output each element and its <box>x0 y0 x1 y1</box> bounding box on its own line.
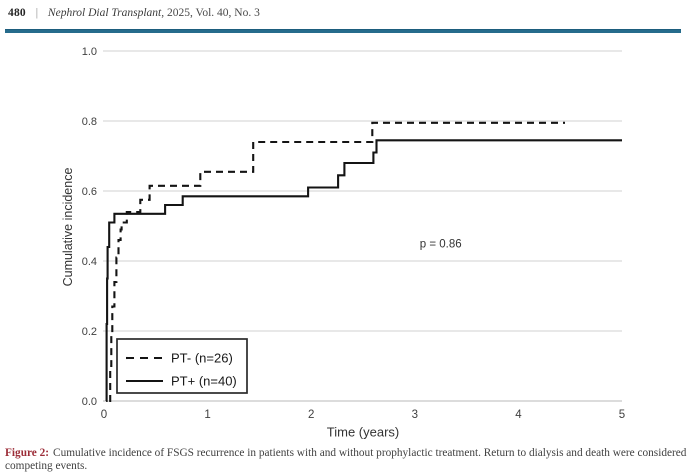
y-tick-label: 0.8 <box>82 116 97 128</box>
journal-header: 480 | Nephrol Dial Transplant, 2025, Vol… <box>8 7 260 19</box>
journal-issue: , 2025, Vol. 40, No. 3 <box>161 7 260 19</box>
y-tick-label: 0.4 <box>82 256 97 268</box>
y-tick-label: 1.0 <box>82 46 97 58</box>
figure-caption: Figure 2: Cumulative incidence of FSGS re… <box>5 447 690 472</box>
y-tick-label: 0.6 <box>82 186 97 198</box>
x-tick-label: 5 <box>619 409 625 421</box>
x-tick-label: 1 <box>204 409 210 421</box>
caption-text-2: competing events. <box>5 459 88 472</box>
p-value-annotation: p = 0.86 <box>420 239 462 251</box>
header-rule <box>5 29 681 33</box>
y-axis-label: Cumulative incidence <box>61 167 75 287</box>
y-tick-label: 0.2 <box>82 326 97 338</box>
series-pt--n-26- <box>109 121 565 403</box>
x-tick-label: 3 <box>412 409 418 421</box>
journal-title: Nephrol Dial Transplant <box>47 7 162 19</box>
series-pt+-n-40- <box>105 139 622 403</box>
caption-text-1: Cumulative incidence of FSGS recurrence … <box>53 447 687 459</box>
caption-line-1: Figure 2: Cumulative incidence of FSGS re… <box>5 447 690 460</box>
page-number: 480 <box>8 7 26 19</box>
figure-label: Figure 2: <box>5 447 50 459</box>
header-separator: | <box>35 7 39 19</box>
legend-entry-label: PT- (n=26) <box>171 351 233 366</box>
y-tick-label: 0.0 <box>82 396 97 408</box>
x-tick-label: 4 <box>515 409 522 421</box>
x-axis-label: Time (years) <box>326 424 400 440</box>
caption-line-2: competing events. <box>5 460 690 473</box>
legend-box <box>116 338 248 394</box>
x-tick-label: 2 <box>308 409 314 421</box>
x-tick-label: 0 <box>101 409 107 421</box>
legend-entry-label: PT+ (n=40) <box>171 374 237 389</box>
